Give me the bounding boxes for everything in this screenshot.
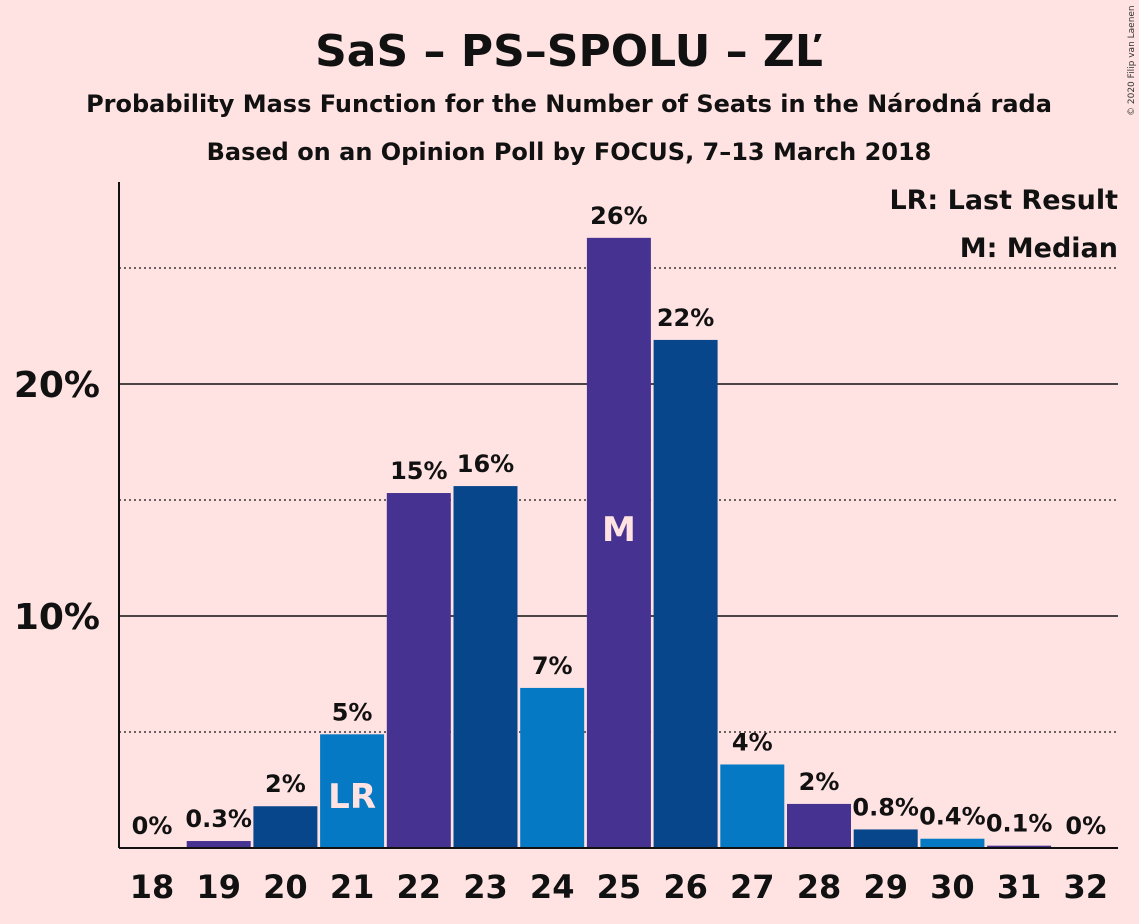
x-tick-label: 21 xyxy=(330,868,375,906)
x-tick-label: 18 xyxy=(130,868,175,906)
chart-subtitle: Probability Mass Function for the Number… xyxy=(86,90,1052,118)
value-label-23: 16% xyxy=(457,450,514,478)
axes: 10% 20% 18 19 20 21 22 23 24 25 26 27 28 29 30 31 32 xyxy=(14,182,1118,906)
value-label-21: 5% xyxy=(332,698,373,726)
bar-26 xyxy=(653,339,718,848)
y-tick-label: 20% xyxy=(14,365,100,406)
x-tick-label: 31 xyxy=(997,868,1042,906)
value-label-18: 0% xyxy=(132,812,173,840)
marker-lr: LR xyxy=(328,777,376,817)
legend-median: M: Median xyxy=(960,233,1118,264)
bar-30 xyxy=(920,838,985,848)
bar-23 xyxy=(453,486,518,848)
value-label-25: 26% xyxy=(590,202,647,230)
marker-m: M xyxy=(602,510,636,550)
copyright-credit: © 2020 Filip van Laenen xyxy=(1127,5,1137,116)
legend-last-result: LR: Last Result xyxy=(889,185,1118,216)
x-tick-label: 29 xyxy=(863,868,908,906)
x-tick-label: 20 xyxy=(263,868,308,906)
bar-20 xyxy=(253,806,318,848)
value-label-26: 22% xyxy=(657,304,714,332)
bar-28 xyxy=(787,803,851,848)
bar-22 xyxy=(386,493,451,848)
x-tick-label: 22 xyxy=(397,868,442,906)
value-label-31: 0.1% xyxy=(986,810,1053,838)
x-tick-label: 26 xyxy=(663,868,708,906)
bar-21 xyxy=(320,734,385,848)
x-tick-label: 23 xyxy=(463,868,508,906)
bar-31 xyxy=(987,845,1052,848)
value-label-19: 0.3% xyxy=(185,805,252,833)
value-label-30: 0.4% xyxy=(919,803,986,831)
bar-27 xyxy=(720,764,785,848)
x-tick-label: 28 xyxy=(797,868,842,906)
value-label-29: 0.8% xyxy=(852,793,919,821)
value-label-32: 0% xyxy=(1065,812,1106,840)
x-tick-label: 27 xyxy=(730,868,775,906)
x-tick-label: 25 xyxy=(597,868,642,906)
y-tick-label: 10% xyxy=(14,597,100,638)
x-tick-label: 19 xyxy=(196,868,241,906)
value-label-28: 2% xyxy=(799,768,840,796)
bar-29 xyxy=(853,829,918,848)
chart-subtitle-poll: Based on an Opinion Poll by FOCUS, 7–13 … xyxy=(207,138,932,166)
x-tick-label: 24 xyxy=(530,868,575,906)
value-label-20: 2% xyxy=(265,770,306,798)
bar-25 xyxy=(586,237,651,849)
chart-title: SaS – PS–SPOLU – ZĽ xyxy=(315,26,823,77)
x-tick-label: 30 xyxy=(930,868,975,906)
value-label-27: 4% xyxy=(732,728,773,756)
bar-19 xyxy=(186,841,251,848)
value-label-24: 7% xyxy=(532,652,573,680)
value-label-22: 15% xyxy=(390,457,447,485)
bar-24 xyxy=(520,687,585,848)
x-tick-label: 32 xyxy=(1064,868,1109,906)
